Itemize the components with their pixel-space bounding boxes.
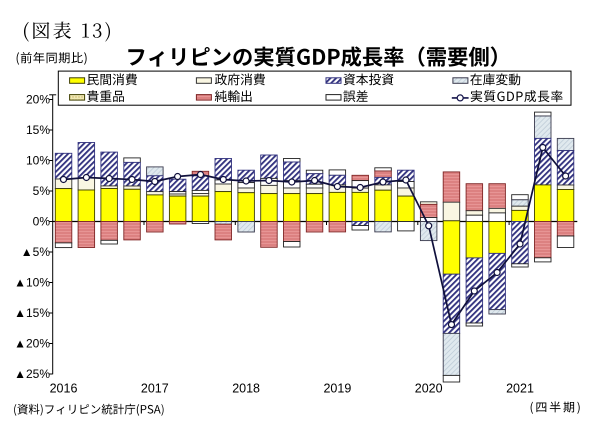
svg-text:2021: 2021 [506, 382, 534, 396]
svg-text:20%: 20% [26, 93, 50, 107]
svg-text:2019: 2019 [323, 382, 351, 396]
svg-text:▲10%: ▲10% [14, 276, 50, 290]
svg-text:2018: 2018 [232, 382, 260, 396]
svg-text:▲25%: ▲25% [14, 367, 50, 381]
svg-text:▲20%: ▲20% [14, 337, 50, 351]
svg-text:0%: 0% [33, 215, 51, 229]
svg-text:5%: 5% [33, 184, 51, 198]
svg-text:2017: 2017 [141, 382, 169, 396]
svg-text:▲5%: ▲5% [21, 245, 51, 259]
svg-text:2020: 2020 [415, 382, 443, 396]
svg-text:15%: 15% [26, 123, 50, 137]
svg-text:2016: 2016 [50, 382, 78, 396]
svg-text:10%: 10% [26, 154, 50, 168]
svg-text:▲15%: ▲15% [14, 306, 50, 320]
